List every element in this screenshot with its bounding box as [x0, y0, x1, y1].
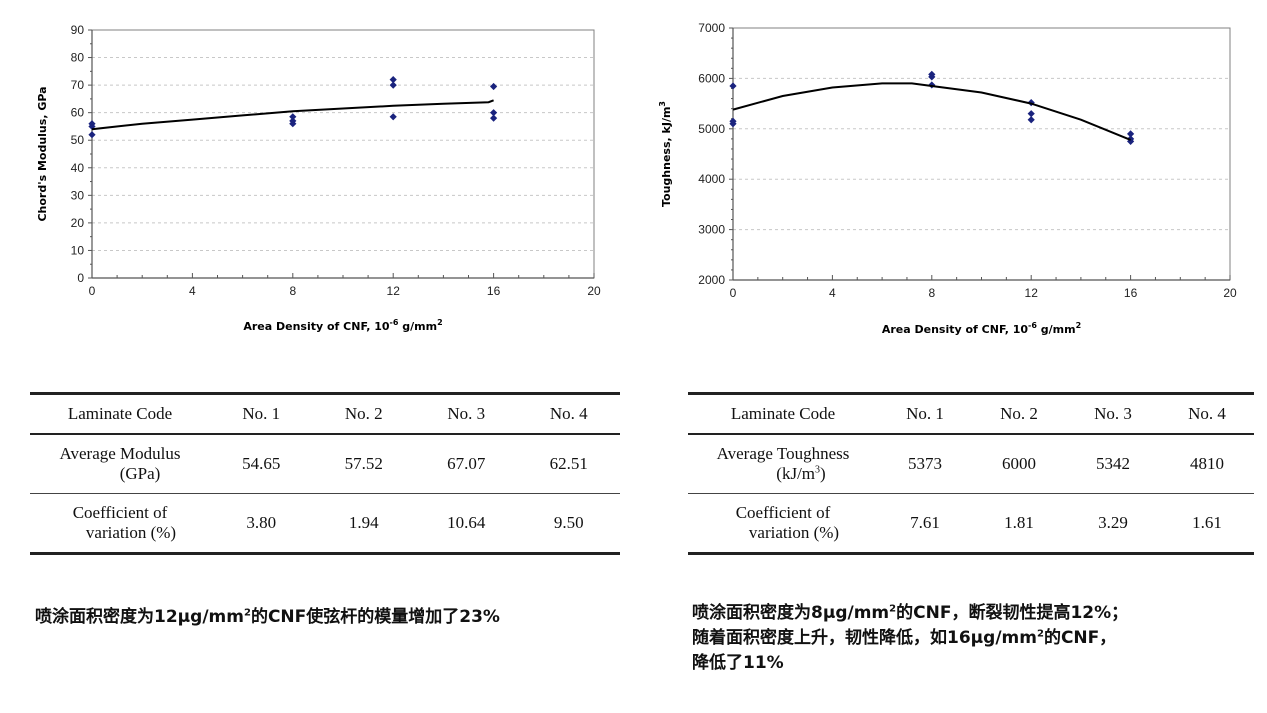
y-tick-label: 30	[71, 188, 85, 202]
table-cell: 1.81	[972, 493, 1066, 554]
table-cell: 3.29	[1066, 493, 1160, 554]
header-cell: No. 4	[1188, 404, 1226, 423]
y-tick-label: 60	[71, 106, 85, 120]
modulus-table: Laminate Code No. 1 No. 2 No. 3 No. 4 Av…	[30, 392, 620, 555]
row-label: Average Toughness (kJ/m3)	[688, 433, 878, 494]
modulus-caption: 喷涂面积密度为12μg/mm2的CNF使弦杆的模量增加了23%	[35, 607, 500, 627]
y-tick-label: 6000	[698, 71, 725, 85]
y-tick-label: 20	[71, 216, 85, 230]
x-tick-label: 12	[387, 284, 401, 298]
data-point	[289, 113, 297, 121]
y-tick-label: 90	[71, 23, 85, 37]
table-header-row: Laminate Code No. 1 No. 2 No. 3 No. 4	[30, 394, 620, 435]
table-row: Coefficient of variation (%) 7.61 1.81 3.…	[688, 493, 1254, 554]
header-cell: No. 1	[242, 404, 281, 423]
table-cell: 5342	[1066, 433, 1160, 494]
x-tick-label: 16	[487, 284, 501, 298]
x-axis-title: Area Density of CNF, 10-6 g/mm2	[243, 318, 442, 333]
header-cell: No. 2	[344, 404, 383, 423]
table-cell: 10.64	[415, 493, 518, 554]
x-tick-label: 16	[1124, 286, 1138, 300]
row-label: Coefficient of variation (%)	[688, 493, 878, 554]
table-cell: 62.51	[517, 433, 620, 494]
table-row: Average Toughness (kJ/m3) 5373 6000 5342 …	[688, 433, 1254, 494]
data-point	[490, 114, 498, 122]
x-tick-label: 0	[89, 284, 96, 298]
y-tick-label: 4000	[698, 172, 725, 186]
data-point	[490, 82, 498, 91]
y-tick-label: 70	[71, 78, 85, 92]
table-cell: 9.50	[517, 493, 620, 554]
header-cell: No. 2	[1000, 404, 1038, 423]
data-point	[729, 120, 737, 128]
y-tick-label: 10	[71, 243, 85, 257]
table-cell: 54.65	[210, 433, 313, 494]
table-cell: 1.94	[312, 493, 415, 554]
x-tick-label: 8	[928, 286, 935, 300]
trend-line	[91, 99, 494, 131]
table-cell: 67.07	[415, 433, 518, 494]
data-point	[389, 81, 397, 89]
data-point	[1127, 130, 1135, 138]
x-tick-label: 12	[1025, 286, 1039, 300]
header-cell: No. 3	[447, 404, 486, 423]
y-tick-label: 50	[71, 133, 85, 147]
plot-area	[91, 29, 595, 279]
x-tick-label: 20	[1223, 286, 1237, 300]
x-tick-label: 20	[587, 284, 601, 298]
y-tick-label: 0	[77, 271, 84, 285]
table-cell: 4810	[1160, 433, 1254, 494]
y-tick-label: 3000	[698, 223, 725, 237]
plot-area	[732, 27, 1231, 281]
table-header-row: Laminate Code No. 1 No. 2 No. 3 No. 4	[688, 394, 1254, 435]
data-point	[490, 109, 498, 117]
table-cell: 3.80	[210, 493, 313, 554]
data-point	[1127, 137, 1135, 145]
toughness-chart-svg: 2000 3000 4000 5000 6000 7000 0 4 8 12 16 20 Area De…	[658, 21, 1237, 336]
x-tick-label: 0	[730, 286, 737, 300]
table-row: Coefficient of variation (%) 3.80 1.94 10…	[30, 493, 620, 554]
x-tick-label: 4	[829, 286, 836, 300]
y-tick-label: 5000	[698, 122, 725, 136]
y-tick-label: 80	[71, 51, 85, 65]
table-cell: 1.61	[1160, 493, 1254, 554]
header-cell: No. 3	[1094, 404, 1132, 423]
data-point	[1027, 110, 1035, 118]
trend-line	[732, 82, 1131, 141]
header-cell: Laminate Code	[730, 404, 836, 423]
y-tick-label: 2000	[698, 273, 725, 287]
data-point	[1027, 116, 1035, 124]
header-cell: No. 4	[549, 404, 588, 423]
header-cell: No. 1	[906, 404, 944, 423]
modulus-chart: 0 10 20 30 40 50 60 70 80 90 0 4 8 12 16 20 Area Density…	[0, 0, 630, 350]
table-row: Average Modulus (GPa) 54.65 57.52 67.07 6…	[30, 433, 620, 494]
data-point	[289, 120, 297, 128]
data-point	[389, 113, 397, 121]
y-tick-label: 7000	[698, 21, 725, 35]
y-tick-label: 40	[71, 161, 85, 175]
table-cell: 5373	[878, 433, 972, 494]
y-axis-title: Toughness, kJ/m3	[658, 101, 673, 207]
data-point	[928, 73, 936, 81]
row-label: Average Modulus (GPa)	[30, 433, 210, 494]
data-point	[389, 76, 397, 84]
x-tick-label: 8	[289, 284, 296, 298]
y-axis-title: Chord's Modulus, GPa	[36, 86, 49, 221]
toughness-chart: 2000 3000 4000 5000 6000 7000 0 4 8 12 16 20 Area De…	[640, 0, 1267, 350]
x-tick-label: 4	[189, 284, 196, 298]
x-axis-title: Area Density of CNF, 10-6 g/mm2	[882, 321, 1081, 336]
toughness-table: Laminate Code No. 1 No. 2 No. 3 No. 4 Av…	[688, 392, 1254, 555]
data-point	[88, 131, 96, 139]
header-cell: Laminate Code	[67, 404, 173, 423]
data-point	[729, 82, 737, 90]
table-cell: 7.61	[878, 493, 972, 554]
table-cell: 6000	[972, 433, 1066, 494]
modulus-chart-svg: 0 10 20 30 40 50 60 70 80 90 0 4 8 12 16 20 Area Density…	[36, 23, 601, 333]
table-cell: 57.52	[312, 433, 415, 494]
data-point	[88, 120, 96, 128]
row-label: Coefficient of variation (%)	[30, 493, 210, 554]
toughness-caption: 喷涂面积密度为8μg/mm2的CNF，断裂韧性提高12%； 随着面积密度上升，韧…	[692, 603, 1129, 673]
